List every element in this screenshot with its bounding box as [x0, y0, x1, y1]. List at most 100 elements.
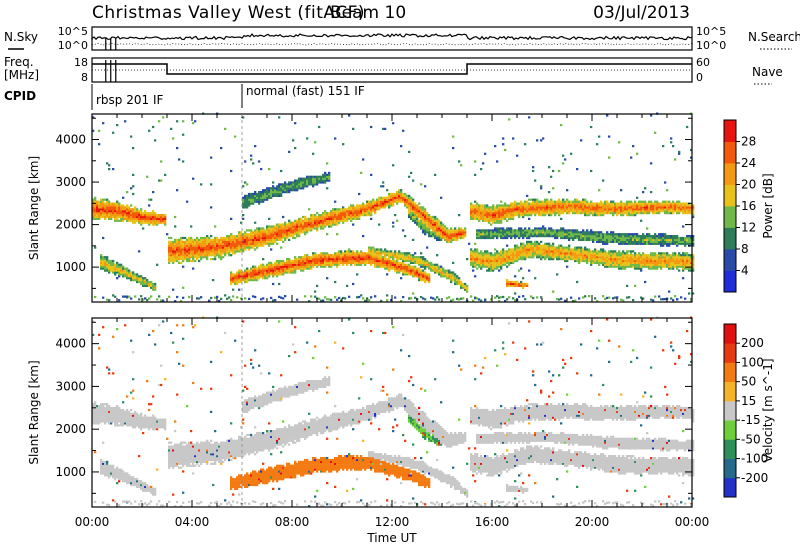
power-cell — [304, 177, 307, 180]
power-cell — [196, 244, 199, 247]
power-cell — [474, 208, 477, 211]
power-cell — [178, 244, 181, 247]
power-cell — [532, 254, 535, 257]
power-cell — [332, 215, 335, 219]
power-cell — [368, 256, 371, 259]
power-cell — [340, 215, 343, 219]
power-cell — [512, 231, 515, 234]
power-cell — [476, 297, 479, 300]
power-cell — [206, 258, 209, 261]
power-cell — [338, 263, 341, 266]
power-cell — [394, 200, 397, 203]
power-cell — [496, 252, 499, 255]
power-cell — [116, 277, 119, 280]
power-cell — [330, 265, 333, 268]
power-cell — [124, 210, 127, 213]
power-cell — [552, 169, 555, 173]
power-cell — [280, 185, 283, 188]
power-cell — [508, 233, 511, 236]
power-cell — [594, 235, 597, 238]
power-cell — [574, 210, 577, 213]
power-cell — [244, 194, 247, 197]
power-cell — [402, 265, 405, 268]
power-cell — [346, 215, 349, 219]
power-cell — [522, 242, 525, 245]
power-cell — [524, 210, 527, 213]
power-cell — [482, 214, 485, 217]
power-cell — [406, 265, 409, 268]
power-cell — [288, 271, 291, 274]
power-cell — [340, 259, 343, 263]
power-cell — [470, 259, 473, 263]
power-cell — [374, 256, 377, 259]
power-cell — [310, 259, 313, 263]
power-cell — [496, 160, 499, 163]
power-cell — [588, 235, 591, 238]
power-cell — [294, 265, 297, 268]
power-cell — [310, 181, 313, 184]
power-cell — [108, 200, 111, 203]
power-cell — [508, 282, 511, 286]
power-cell — [580, 231, 583, 234]
power-cell — [282, 223, 285, 226]
power-cell — [306, 185, 309, 188]
power-cell — [206, 242, 209, 245]
power-cell — [328, 263, 331, 266]
power-cell — [190, 242, 193, 245]
power-cell — [148, 297, 151, 300]
power-cell — [580, 139, 583, 142]
power-cell — [592, 208, 595, 211]
power-cell — [178, 240, 181, 243]
power-cell — [608, 208, 611, 211]
power-cell — [518, 214, 521, 217]
power-cell — [398, 258, 401, 261]
power-cell — [516, 284, 519, 287]
power-cell — [484, 259, 487, 263]
power-cell — [278, 185, 281, 188]
power-cell — [242, 244, 245, 247]
power-cell — [234, 250, 237, 253]
power-cell — [324, 179, 327, 182]
power-cell — [258, 198, 261, 201]
power-cell — [404, 204, 407, 207]
power-cell — [332, 214, 335, 217]
power-cell — [552, 246, 555, 249]
power-cell — [296, 187, 299, 190]
power-cell — [404, 273, 407, 276]
power-cell — [514, 252, 517, 255]
power-cell — [422, 259, 425, 263]
power-cell — [536, 208, 539, 211]
power-cell — [188, 246, 191, 249]
power-cell — [320, 254, 323, 257]
power-cell — [612, 250, 615, 253]
power-cell — [228, 238, 231, 241]
power-cell — [174, 250, 177, 253]
power-cell — [368, 252, 371, 255]
power-cell — [606, 242, 609, 245]
power-cell — [422, 221, 425, 224]
power-cell — [258, 194, 261, 197]
power-cell — [582, 254, 585, 257]
power-cell — [138, 210, 141, 213]
power-cell — [428, 231, 431, 234]
power-cell — [248, 240, 251, 243]
power-cell — [344, 212, 347, 215]
power-cell — [312, 221, 315, 224]
power-cell — [262, 235, 265, 238]
power-cell — [102, 263, 105, 266]
power-cell — [198, 240, 201, 243]
power-cell — [252, 269, 255, 272]
power-cell — [106, 208, 109, 211]
power-cell — [172, 256, 175, 259]
power-cell — [130, 212, 133, 215]
power-cell — [340, 217, 343, 220]
power-cell — [558, 231, 561, 234]
power-cell — [250, 154, 253, 157]
power-cell — [598, 254, 601, 257]
power-cell — [504, 148, 507, 152]
power-cell — [240, 248, 243, 251]
power-cell — [604, 258, 607, 261]
power-cell — [484, 214, 487, 217]
power-cell — [322, 254, 325, 257]
power-cell — [262, 271, 265, 274]
